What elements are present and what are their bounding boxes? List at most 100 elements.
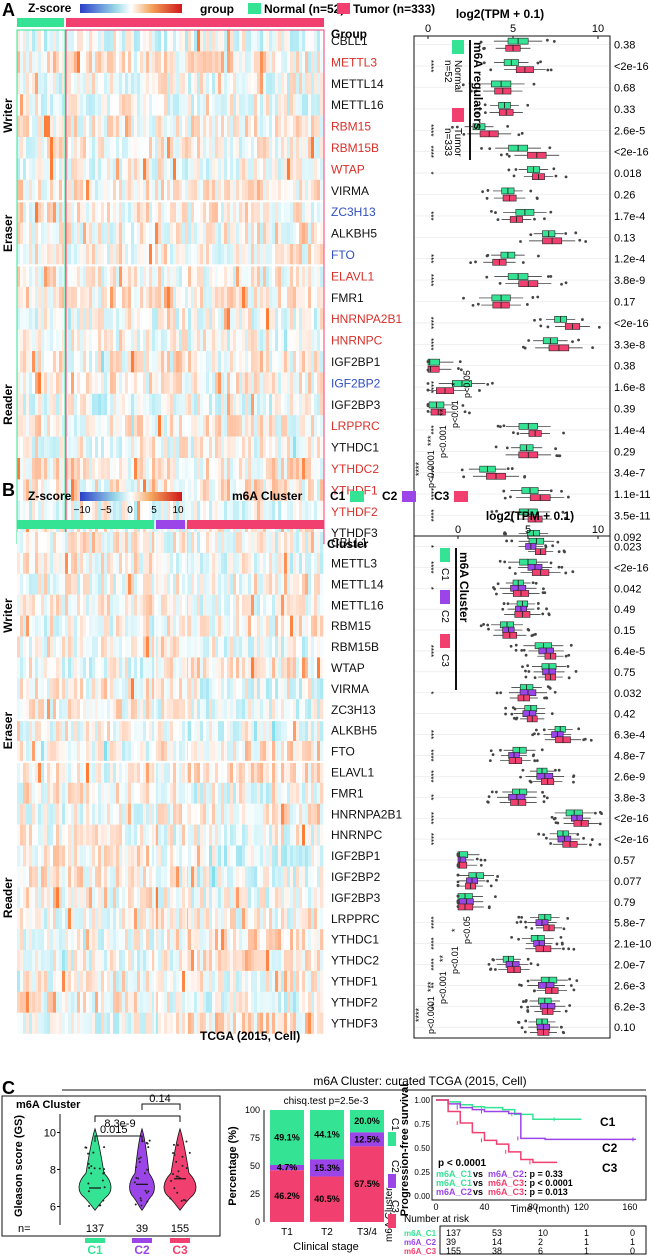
- heat-cell: [32, 761, 36, 783]
- heat-cell: [194, 329, 198, 352]
- heat-cell: [248, 244, 252, 266]
- heat-cell: [161, 824, 165, 846]
- heat-cell: [260, 929, 264, 951]
- heat-cell: [59, 244, 63, 266]
- heat-cell: [71, 636, 75, 658]
- heat-cell: [188, 179, 192, 202]
- heat-cell: [59, 372, 63, 394]
- heat-cell: [140, 500, 144, 523]
- heat-cell: [311, 824, 315, 846]
- heat-cell: [200, 286, 204, 309]
- gene-label: ALKBH5: [331, 227, 377, 241]
- heat-cell: [17, 436, 21, 459]
- heat-cell: [200, 699, 204, 721]
- heat-cell: [311, 115, 315, 138]
- heat-cell: [23, 479, 27, 501]
- heat-cell: [284, 803, 288, 825]
- legend-label: Tumor (n=333): [353, 2, 435, 16]
- heat-cell: [20, 887, 24, 909]
- heat-cell: [170, 51, 174, 73]
- heat-cell: [182, 51, 186, 73]
- heat-cell: [158, 308, 162, 330]
- heat-cell: [113, 372, 117, 394]
- outlier: [455, 125, 459, 129]
- p-value: <2e-16: [614, 318, 649, 330]
- heat-cell: [158, 244, 162, 266]
- heat-cell: [311, 308, 315, 330]
- heat-cell: [74, 458, 78, 480]
- heat-cell: [50, 741, 54, 763]
- heat-cell: [110, 500, 114, 523]
- heat-cell: [32, 372, 36, 394]
- heat-cell: [293, 158, 297, 180]
- heat-cell: [230, 158, 234, 180]
- heat-cell: [173, 286, 177, 309]
- heat-cell: [77, 372, 81, 394]
- heat-cell: [80, 532, 84, 554]
- heat-cell: [47, 950, 51, 972]
- heat-cell: [134, 72, 138, 95]
- heat-cell: [56, 137, 60, 159]
- inset-title: m6A regulators: [471, 42, 485, 130]
- heat-cell: [251, 265, 255, 287]
- heat-cell: [26, 636, 30, 658]
- heat-cell: [80, 845, 84, 867]
- outlier: [426, 388, 430, 392]
- heat-cell: [221, 94, 225, 116]
- heat-cell: [251, 372, 255, 394]
- heat-cell: [284, 866, 288, 888]
- heat-cell: [185, 51, 189, 73]
- heat-cell: [65, 308, 69, 330]
- heat-cell: [128, 824, 132, 846]
- heat-cell: [86, 803, 90, 825]
- heat-cell: [155, 393, 159, 416]
- heat-cell: [77, 72, 81, 95]
- heat-cell: [104, 415, 108, 437]
- heat-cell: [278, 657, 282, 679]
- heat-cell: [218, 573, 222, 595]
- heat-cell: [44, 393, 48, 416]
- heat-cell: [200, 741, 204, 763]
- outlier: [577, 338, 580, 342]
- heat-cell: [242, 30, 246, 52]
- heat-cell: [20, 573, 24, 595]
- heat-cell: [293, 532, 297, 554]
- heat-cell: [140, 265, 144, 287]
- heat-cell: [203, 636, 207, 658]
- heat-cell: [107, 415, 111, 437]
- heat-cell: [17, 761, 21, 783]
- heat-cell: [68, 803, 72, 825]
- heat-cell: [98, 678, 102, 700]
- heat-cell: [281, 573, 285, 595]
- heat-cell: [308, 244, 312, 266]
- heat-cell: [224, 845, 228, 867]
- heat-cell: [152, 329, 156, 352]
- heat-cell: [155, 887, 159, 909]
- heat-cell: [146, 657, 150, 679]
- outlier: [505, 152, 509, 156]
- heat-cell: [215, 329, 219, 352]
- heat-cell: [203, 532, 207, 554]
- heat-cell: [278, 803, 282, 825]
- heat-cell: [20, 30, 24, 52]
- heat-cell: [155, 950, 159, 972]
- heat-cell: [275, 244, 279, 266]
- heat-cell: [314, 137, 318, 159]
- heat-cell: [74, 265, 78, 287]
- heat-cell: [302, 636, 306, 658]
- heat-cell: [143, 372, 147, 394]
- heat-cell: [317, 500, 321, 523]
- heat-cell: [143, 94, 147, 116]
- heat-cell: [296, 179, 300, 202]
- heat-cell: [245, 824, 249, 846]
- heat-cell: [20, 94, 24, 116]
- heat-cell: [203, 94, 207, 116]
- heat-cell: [251, 615, 255, 637]
- heat-cell: [83, 479, 87, 501]
- heat-cell: [215, 552, 219, 574]
- heat-cell: [32, 657, 36, 679]
- sig-legend-stars: ****: [414, 461, 424, 476]
- heat-cell: [299, 244, 303, 266]
- heat-cell: [92, 699, 96, 721]
- heat-cell: [179, 761, 183, 783]
